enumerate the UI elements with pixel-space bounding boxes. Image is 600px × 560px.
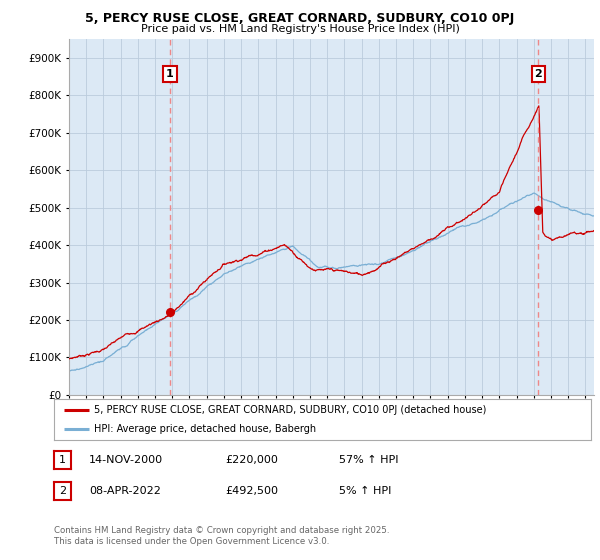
Text: 08-APR-2022: 08-APR-2022 <box>89 486 161 496</box>
Text: 57% ↑ HPI: 57% ↑ HPI <box>339 455 398 465</box>
Text: 5% ↑ HPI: 5% ↑ HPI <box>339 486 391 496</box>
Text: £220,000: £220,000 <box>225 455 278 465</box>
Text: Price paid vs. HM Land Registry's House Price Index (HPI): Price paid vs. HM Land Registry's House … <box>140 24 460 34</box>
Text: 2: 2 <box>535 69 542 79</box>
Text: 1: 1 <box>59 455 66 465</box>
Text: HPI: Average price, detached house, Babergh: HPI: Average price, detached house, Babe… <box>94 424 316 434</box>
Text: 1: 1 <box>166 69 174 79</box>
Text: 14-NOV-2000: 14-NOV-2000 <box>89 455 163 465</box>
Text: 5, PERCY RUSE CLOSE, GREAT CORNARD, SUDBURY, CO10 0PJ (detached house): 5, PERCY RUSE CLOSE, GREAT CORNARD, SUDB… <box>94 405 487 415</box>
Text: 5, PERCY RUSE CLOSE, GREAT CORNARD, SUDBURY, CO10 0PJ: 5, PERCY RUSE CLOSE, GREAT CORNARD, SUDB… <box>85 12 515 25</box>
Text: £492,500: £492,500 <box>225 486 278 496</box>
Text: Contains HM Land Registry data © Crown copyright and database right 2025.
This d: Contains HM Land Registry data © Crown c… <box>54 526 389 546</box>
Text: 2: 2 <box>59 486 66 496</box>
